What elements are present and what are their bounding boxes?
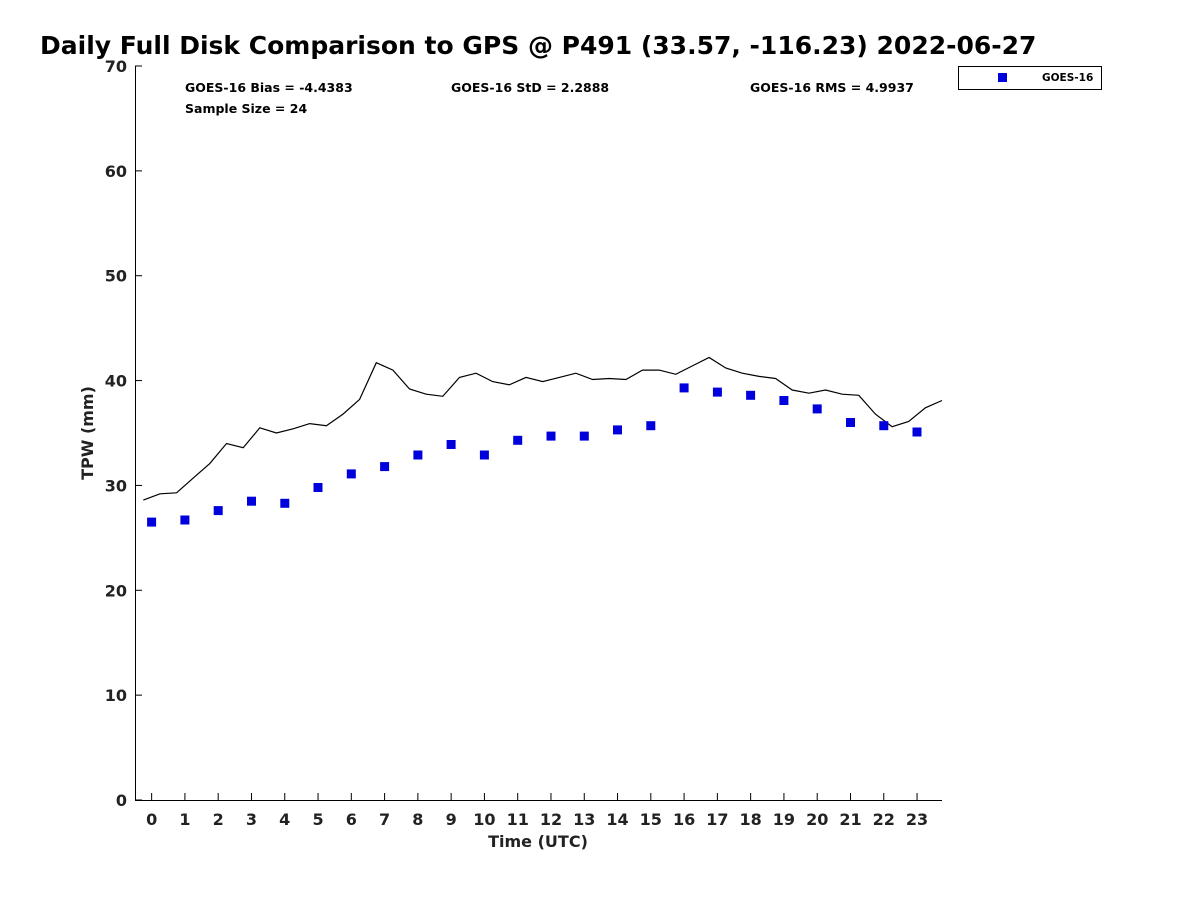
x-tick-label: 12 bbox=[540, 810, 562, 829]
x-tick-label: 10 bbox=[473, 810, 495, 829]
goes16-point bbox=[213, 506, 223, 516]
x-tick-label: 14 bbox=[606, 810, 628, 829]
x-tick-label: 7 bbox=[379, 810, 390, 829]
y-ticks: 0 10 20 30 40 50 60 70 bbox=[105, 57, 142, 810]
x-tick-label: 11 bbox=[507, 810, 529, 829]
goes16-point bbox=[147, 517, 157, 527]
y-tick-label: 10 bbox=[105, 686, 127, 705]
x-tick-label: 1 bbox=[179, 810, 190, 829]
goes16-point bbox=[846, 418, 855, 427]
y-tick-label: 60 bbox=[105, 162, 127, 181]
stat-std: GOES-16 StD = 2.2888 bbox=[451, 80, 609, 95]
goes16-point bbox=[413, 450, 423, 460]
x-tick-label: 15 bbox=[640, 810, 662, 829]
goes16-point bbox=[180, 515, 190, 525]
gps-tpw-line bbox=[143, 356, 943, 501]
x-tick-label: 16 bbox=[673, 810, 695, 829]
goes16-point bbox=[280, 498, 290, 508]
goes16-point bbox=[646, 421, 656, 431]
x-tick-label: 21 bbox=[839, 810, 861, 829]
legend-marker-goes16 bbox=[998, 73, 1007, 82]
y-axis-label: TPW (mm) bbox=[78, 386, 97, 480]
x-tick-label: 20 bbox=[806, 810, 828, 829]
x-tick-label: 17 bbox=[706, 810, 728, 829]
x-tick-label: 6 bbox=[346, 810, 357, 829]
stat-rms: GOES-16 RMS = 4.9937 bbox=[750, 80, 914, 95]
goes16-point bbox=[247, 496, 256, 506]
y-tick-label: 40 bbox=[105, 372, 127, 391]
goes16-point bbox=[912, 427, 922, 437]
y-tick-label: 70 bbox=[105, 57, 127, 76]
goes16-point bbox=[746, 390, 756, 400]
x-tick-label: 4 bbox=[279, 810, 290, 829]
goes16-point bbox=[380, 462, 390, 472]
legend-box bbox=[958, 66, 1102, 90]
x-ticks: 0 1 2 3 4 5 6 7 8 9 10 11 12 13 14 15 16 17 18 19 20 21 22 23 bbox=[146, 793, 928, 829]
x-tick-label: 5 bbox=[312, 810, 323, 829]
y-tick-label: 30 bbox=[105, 476, 127, 495]
x-tick-label: 2 bbox=[213, 810, 224, 829]
goes16-point bbox=[679, 383, 689, 393]
goes16-point bbox=[446, 440, 456, 449]
legend: GOES-16 bbox=[958, 66, 1102, 90]
chart-title: Daily Full Disk Comparison to GPS @ P491… bbox=[40, 31, 1036, 60]
x-tick-label: 23 bbox=[906, 810, 928, 829]
stat-sample-size: Sample Size = 24 bbox=[185, 101, 307, 116]
goes16-point bbox=[546, 431, 556, 441]
goes16-point bbox=[812, 404, 822, 414]
plot-area bbox=[143, 356, 943, 527]
x-tick-label: 18 bbox=[740, 810, 762, 829]
goes16-point bbox=[879, 421, 889, 431]
goes16-point bbox=[346, 469, 356, 479]
goes16-point bbox=[313, 483, 323, 492]
goes16-point bbox=[712, 387, 722, 397]
x-tick-label: 8 bbox=[412, 810, 423, 829]
stat-bias: GOES-16 Bias = -4.4383 bbox=[185, 80, 353, 95]
x-tick-label: 0 bbox=[146, 810, 157, 829]
y-tick-label: 50 bbox=[105, 267, 127, 286]
goes16-point bbox=[479, 450, 489, 460]
legend-label-goes16: GOES-16 bbox=[1042, 72, 1093, 84]
y-tick-label: 20 bbox=[105, 581, 127, 600]
goes16-point bbox=[513, 435, 523, 445]
x-tick-label: 3 bbox=[246, 810, 257, 829]
x-tick-label: 19 bbox=[773, 810, 795, 829]
x-axis-label: Time (UTC) bbox=[488, 832, 588, 851]
goes16-point bbox=[779, 396, 789, 405]
x-tick-label: 13 bbox=[573, 810, 595, 829]
axes bbox=[135, 66, 942, 801]
goes16-point bbox=[613, 425, 622, 435]
x-tick-label: 22 bbox=[873, 810, 895, 829]
x-tick-label: 9 bbox=[446, 810, 457, 829]
goes16-point bbox=[579, 431, 589, 441]
y-tick-label: 0 bbox=[116, 791, 127, 810]
